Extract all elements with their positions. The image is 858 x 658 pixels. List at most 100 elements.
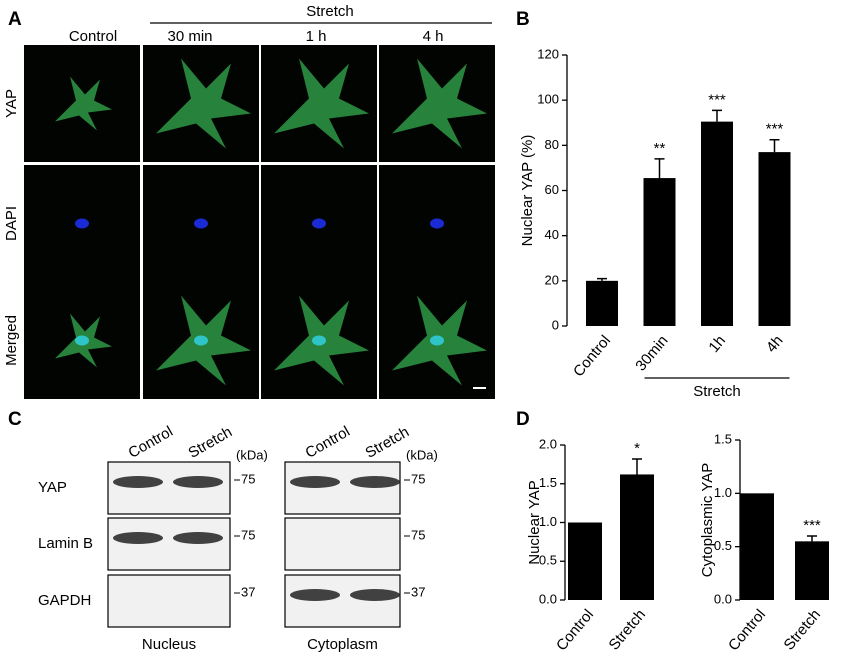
y-tick-label: 1.0: [714, 485, 732, 500]
x-tick-label: Control: [725, 606, 769, 654]
y-tick-label: 120: [537, 46, 559, 61]
column-label: 4 h: [423, 28, 444, 45]
x-tick-label: Control: [553, 606, 597, 654]
nucleus: [75, 335, 89, 346]
bar: [740, 493, 774, 600]
blot-row-label: YAP: [38, 479, 67, 496]
band: [290, 589, 340, 601]
column-label: 30 min: [167, 28, 212, 45]
y-tick-label: 1.5: [539, 475, 557, 490]
error-bar: [769, 138, 780, 153]
panel-label: D: [516, 409, 530, 430]
nucleus: [75, 218, 89, 229]
nucleus: [312, 335, 326, 346]
blot: [107, 517, 231, 571]
marker-label: 75: [411, 471, 425, 486]
annotation: ***: [803, 517, 821, 534]
annotation: ***: [708, 91, 726, 108]
marker-label: 37: [241, 584, 255, 599]
blot-caption: Nucleus: [142, 636, 196, 653]
nucleus: [194, 335, 208, 346]
band: [290, 476, 340, 488]
lane-label: Stretch: [185, 423, 235, 461]
marker-label: 75: [411, 527, 425, 542]
row-label: YAP: [3, 89, 20, 118]
nucleus: [430, 218, 444, 229]
group-label: Stretch: [693, 383, 741, 400]
column-label: 1 h: [306, 28, 327, 45]
group-label: Stretch: [306, 3, 354, 20]
unit-label: (kDa): [236, 447, 268, 462]
unit-label: (kDa): [406, 447, 438, 462]
blot: [107, 461, 231, 515]
column-label: Control: [69, 28, 117, 45]
nucleus: [430, 335, 444, 346]
x-tick-label: 30min: [632, 332, 671, 374]
bar: [643, 178, 676, 326]
x-tick-label: Stretch: [606, 606, 650, 653]
lane-label: Control: [302, 423, 352, 462]
blot: [284, 461, 401, 515]
annotation: **: [654, 140, 666, 157]
x-tick-label: Control: [570, 332, 614, 380]
y-tick-label: 20: [545, 272, 559, 287]
row-label: Merged: [3, 315, 20, 366]
blot: [107, 574, 231, 628]
y-tick-label: 0.0: [539, 591, 557, 606]
annotation: *: [634, 440, 640, 457]
panel-label: C: [8, 409, 22, 430]
error-bar: [712, 109, 722, 122]
panel-label: B: [516, 9, 530, 30]
x-tick-label: 1h: [705, 332, 729, 356]
y-tick-label: 0.5: [539, 553, 557, 568]
cell: [156, 58, 251, 149]
error-bar: [597, 277, 607, 281]
blot: [284, 574, 401, 628]
blot-row-label: Lamin B: [38, 535, 93, 552]
y-tick-label: 1.5: [714, 431, 732, 446]
band: [113, 476, 163, 488]
marker-label: 75: [241, 471, 255, 486]
y-axis-label: Nuclear YAP (%): [519, 135, 536, 247]
nucleus: [194, 218, 208, 229]
cell: [392, 58, 487, 149]
x-tick-label: 4h: [763, 332, 787, 356]
y-tick-label: 0.5: [714, 538, 732, 553]
bar: [568, 522, 602, 600]
blot-row-label: GAPDH: [38, 592, 91, 609]
bar: [701, 121, 733, 326]
x-tick-label: Stretch: [781, 606, 825, 653]
lane-label: Control: [125, 423, 175, 462]
y-tick-label: 0.0: [714, 591, 732, 606]
nucleus: [312, 218, 326, 229]
y-tick-label: 0: [552, 317, 559, 332]
y-tick-label: 1.0: [539, 514, 557, 529]
blot-caption: Cytoplasm: [307, 636, 378, 653]
band: [350, 589, 400, 601]
blot: [284, 517, 401, 571]
bar: [586, 280, 618, 326]
y-tick-label: 2.0: [539, 436, 557, 451]
lane-label: Stretch: [362, 423, 412, 461]
y-axis-label: Nuclear YAP: [526, 480, 543, 565]
y-tick-label: 60: [545, 182, 559, 197]
band: [173, 532, 223, 544]
bar: [620, 474, 654, 600]
marker-label: 37: [411, 584, 425, 599]
y-axis-label: Cytoplasmic YAP: [699, 463, 716, 578]
y-tick-label: 100: [537, 92, 559, 107]
error-bar: [654, 158, 665, 179]
annotation: ***: [766, 121, 784, 138]
cell: [55, 76, 112, 131]
band: [173, 476, 223, 488]
error-bar: [632, 458, 642, 475]
bar: [758, 152, 791, 326]
y-tick-label: 80: [545, 137, 559, 152]
band: [113, 532, 163, 544]
panel-label: A: [8, 9, 22, 30]
error-bar: [807, 535, 817, 542]
bar: [795, 541, 829, 600]
band: [350, 476, 400, 488]
marker-label: 75: [241, 527, 255, 542]
